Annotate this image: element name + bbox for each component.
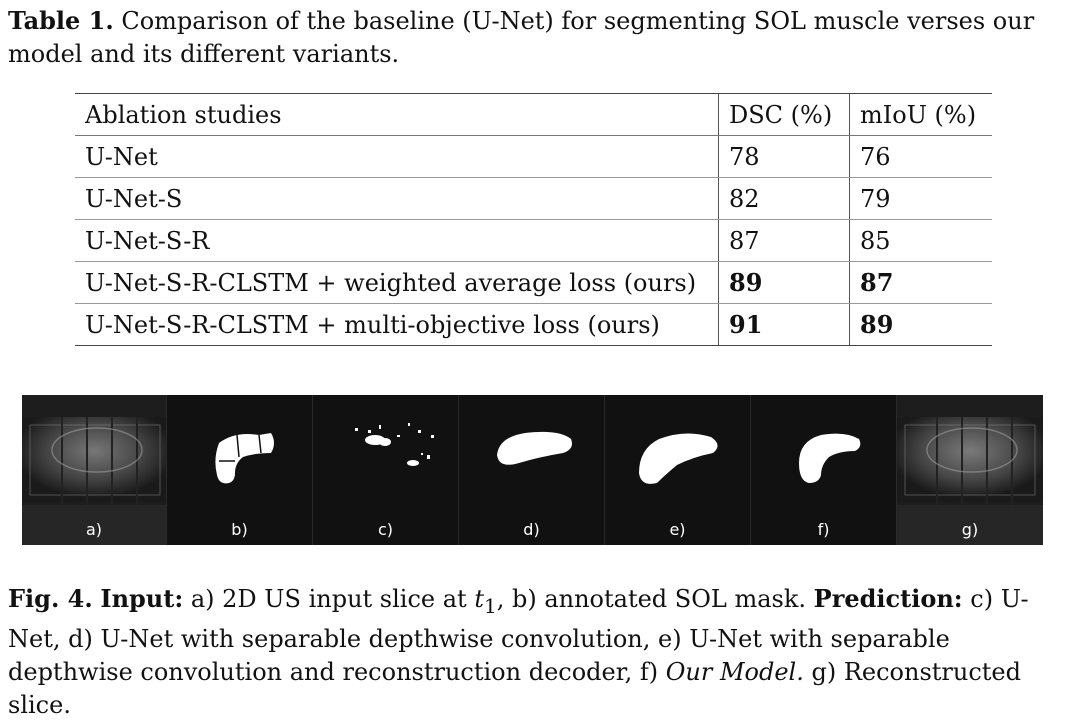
panel-e-unet-s-r: e) bbox=[605, 395, 751, 545]
panel-d-unet-s: d) bbox=[459, 395, 605, 545]
column-header-dsc: DSC (%) bbox=[718, 93, 850, 136]
row-name: U-Net-S bbox=[75, 177, 719, 220]
table-caption-label: Table 1. bbox=[8, 6, 114, 35]
panel-label: a) bbox=[85, 520, 103, 539]
row-dsc: 89 bbox=[718, 261, 850, 304]
panel-label: f) bbox=[817, 520, 830, 539]
panel-label: g) bbox=[961, 520, 979, 539]
input-text-1: a) 2D US input slice at bbox=[183, 585, 475, 613]
time-subscript: 1 bbox=[483, 593, 497, 618]
figure-strip: a) b) c) d) bbox=[22, 395, 1043, 545]
row-dsc: 78 bbox=[718, 135, 850, 178]
time-symbol: t bbox=[474, 585, 484, 613]
table-header-row: Ablation studies DSC (%) mIoU (%) bbox=[75, 93, 992, 136]
table-row: U-Net-S-R-CLSTM + weighted average loss … bbox=[75, 261, 992, 304]
row-dsc: 82 bbox=[718, 177, 850, 220]
column-header-ablation: Ablation studies bbox=[75, 93, 719, 136]
row-miou: 76 bbox=[849, 135, 992, 178]
ultrasound-image bbox=[22, 395, 166, 545]
figure-caption: Fig. 4. Input: a) 2D US input slice at t… bbox=[8, 582, 1070, 722]
panel-f-our-model: f) bbox=[751, 395, 897, 545]
row-name: U-Net-S-R-CLSTM + weighted average loss … bbox=[75, 261, 719, 304]
table-caption-text: Comparison of the baseline (U-Net) for s… bbox=[8, 7, 1035, 68]
prediction-text-1: c) U-Net, d) U-Net with separable depthw… bbox=[8, 585, 1029, 686]
ablation-table: Ablation studies DSC (%) mIoU (%) U-Net … bbox=[75, 93, 992, 346]
panel-label: c) bbox=[377, 520, 394, 539]
row-miou: 89 bbox=[849, 303, 992, 346]
panel-label: b) bbox=[231, 520, 248, 539]
panel-c-unet: c) bbox=[313, 395, 459, 545]
row-miou: 79 bbox=[849, 177, 992, 220]
row-dsc: 87 bbox=[718, 219, 850, 262]
row-name: U-Net bbox=[75, 135, 719, 178]
table-row: U-Net-S-R 87 85 bbox=[75, 219, 992, 262]
panel-g-reconstructed: g) bbox=[897, 395, 1043, 545]
unet-s-prediction-image bbox=[497, 431, 572, 465]
row-name: U-Net-S-R bbox=[75, 219, 719, 262]
table-caption: Table 1. Comparison of the baseline (U-N… bbox=[8, 4, 1068, 71]
figure-label: Fig. 4. bbox=[8, 584, 93, 613]
panel-label: d) bbox=[523, 520, 540, 539]
row-miou: 87 bbox=[849, 261, 992, 304]
row-dsc: 91 bbox=[718, 303, 850, 346]
our-model-text: Our Model. bbox=[665, 657, 804, 686]
row-miou: 85 bbox=[849, 219, 992, 262]
panel-b-mask: b) bbox=[167, 395, 313, 545]
input-text-2: , b) annotated SOL mask. bbox=[496, 585, 814, 613]
unet-s-r-prediction-image bbox=[639, 433, 718, 484]
reconstructed-image bbox=[897, 395, 1043, 545]
mask-image bbox=[215, 433, 274, 484]
input-label: Input: bbox=[100, 584, 184, 613]
column-header-miou: mIoU (%) bbox=[849, 93, 992, 136]
table-row: U-Net-S-R-CLSTM + multi-objective loss (… bbox=[75, 303, 992, 346]
unet-prediction-image bbox=[355, 423, 434, 466]
table-row: U-Net-S 82 79 bbox=[75, 177, 992, 220]
table-row: U-Net 78 76 bbox=[75, 135, 992, 178]
row-name: U-Net-S-R-CLSTM + multi-objective loss (… bbox=[75, 303, 719, 346]
our-model-prediction-image bbox=[799, 433, 861, 483]
panel-a-ultrasound: a) bbox=[22, 395, 167, 545]
panel-label: e) bbox=[669, 520, 686, 539]
prediction-label: Prediction: bbox=[813, 584, 963, 613]
